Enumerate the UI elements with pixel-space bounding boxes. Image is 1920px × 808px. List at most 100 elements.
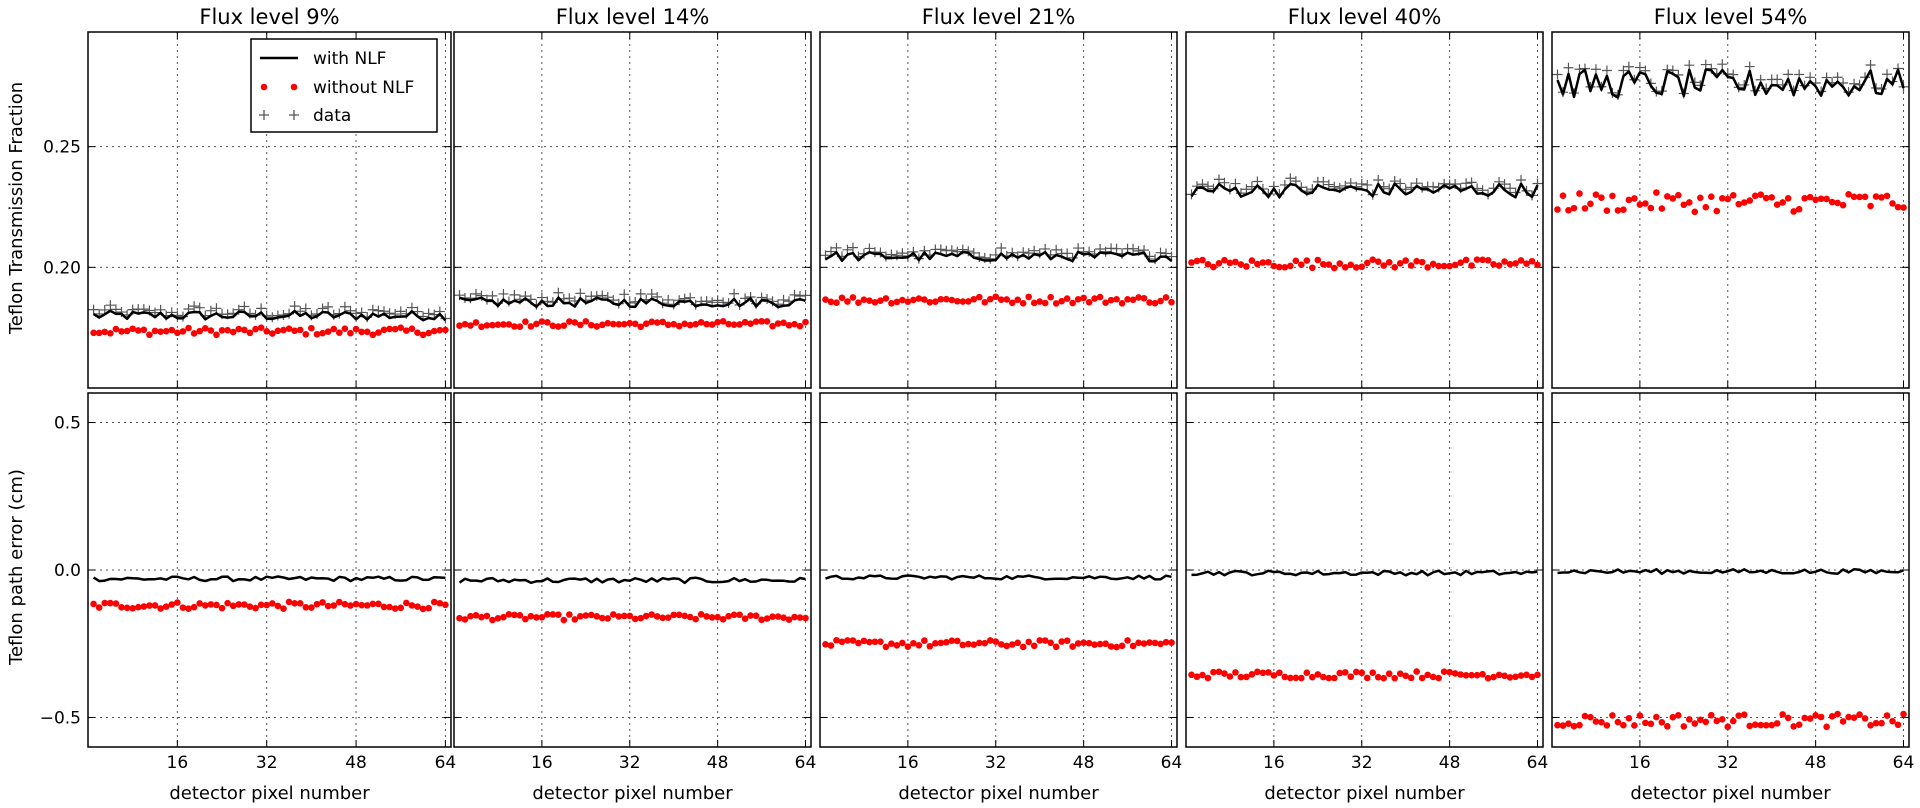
data-point	[1111, 243, 1122, 254]
without-nlf-point	[218, 604, 226, 612]
without-nlf-point	[1669, 713, 1677, 721]
without-nlf-point	[397, 324, 405, 331]
without-nlf-point	[802, 614, 809, 622]
without-nlf-point	[461, 320, 469, 328]
data-point	[1552, 69, 1563, 80]
without-nlf-point	[560, 322, 568, 329]
without-nlf-point	[1369, 256, 1377, 263]
without-nlf-point	[174, 599, 181, 606]
without-nlf-point	[1259, 259, 1267, 266]
without-nlf-point	[975, 293, 983, 301]
without-nlf-point	[467, 612, 474, 620]
without-nlf-point	[1287, 674, 1294, 682]
data-point	[935, 244, 946, 255]
without-nlf-point	[964, 640, 972, 648]
without-nlf-point	[461, 616, 469, 623]
without-nlf-point	[763, 318, 771, 325]
without-nlf-point	[1614, 207, 1622, 214]
without-nlf-point	[1592, 718, 1600, 725]
without-nlf-point	[1069, 299, 1076, 307]
without-nlf-point	[1226, 673, 1234, 680]
x-tick-label: 64	[1527, 753, 1549, 773]
y-tick-label: 0.0	[54, 561, 81, 581]
without-nlf-point	[719, 318, 727, 325]
without-nlf-point	[1303, 669, 1311, 677]
without-nlf-point	[620, 612, 628, 620]
without-nlf-point	[774, 613, 782, 620]
without-nlf-point	[1517, 672, 1525, 679]
without-nlf-point	[1664, 193, 1671, 200]
without-nlf-point	[363, 602, 371, 609]
without-nlf-point	[827, 642, 835, 649]
without-nlf-point	[179, 604, 187, 611]
without-nlf-point	[1063, 637, 1071, 644]
without-nlf-point	[664, 321, 672, 329]
without-nlf-point	[90, 600, 97, 608]
without-nlf-point	[780, 614, 787, 621]
without-nlf-point	[1320, 260, 1327, 268]
without-nlf-point	[302, 330, 310, 338]
without-nlf-point	[642, 320, 650, 327]
without-nlf-point	[1534, 261, 1541, 269]
without-nlf-point	[653, 613, 661, 620]
without-nlf-point	[1418, 674, 1426, 682]
without-nlf-point	[681, 612, 688, 620]
legend-plus-marker	[259, 110, 299, 120]
without-nlf-point	[1254, 668, 1261, 676]
without-nlf-point	[1559, 192, 1567, 199]
without-nlf-point	[1735, 712, 1743, 719]
without-nlf-point	[747, 612, 754, 619]
panel-frame	[1551, 31, 1910, 389]
without-nlf-point	[274, 327, 282, 335]
without-nlf-point	[959, 641, 967, 649]
panel-frame	[1551, 392, 1910, 748]
without-nlf-point	[1058, 297, 1065, 305]
without-nlf-point	[1523, 260, 1530, 267]
without-nlf-point	[747, 320, 754, 328]
without-nlf-point	[1162, 638, 1170, 646]
without-nlf-point	[1276, 669, 1283, 677]
without-nlf-point	[1801, 714, 1808, 722]
without-nlf-point	[943, 638, 950, 646]
without-nlf-point	[703, 613, 710, 620]
data-point	[211, 303, 222, 314]
without-nlf-point	[791, 613, 798, 621]
without-nlf-point	[1779, 199, 1786, 206]
without-nlf-point	[414, 329, 421, 336]
without-nlf-point	[246, 603, 254, 610]
without-nlf-point	[1636, 712, 1644, 719]
without-nlf-point	[1861, 715, 1869, 722]
data-point	[646, 289, 657, 300]
x-tick-label: 64	[1161, 753, 1183, 773]
without-nlf-point	[1014, 296, 1022, 304]
without-nlf-point	[1587, 713, 1594, 721]
without-nlf-point	[1473, 671, 1481, 679]
without-nlf-point	[213, 601, 220, 609]
without-nlf-point	[1248, 257, 1256, 264]
without-nlf-point	[1320, 673, 1327, 681]
without-nlf-point	[1265, 669, 1272, 676]
without-nlf-point	[555, 323, 562, 330]
without-nlf-point	[1232, 669, 1239, 676]
x-tick-label: 16	[1629, 753, 1651, 773]
without-nlf-point	[1603, 722, 1611, 729]
without-nlf-point	[1576, 721, 1583, 729]
x-tick-label: 32	[1717, 753, 1739, 773]
without-nlf-point	[1380, 262, 1388, 269]
without-nlf-point	[1287, 262, 1294, 270]
without-nlf-point	[1570, 722, 1578, 730]
with-nlf-line	[92, 309, 447, 322]
without-nlf-point	[1363, 259, 1371, 267]
without-nlf-point	[981, 639, 989, 647]
without-nlf-point	[860, 637, 868, 645]
without-nlf-point	[1856, 193, 1863, 201]
panel-frame	[453, 31, 812, 389]
without-nlf-point	[511, 611, 518, 619]
without-nlf-point	[319, 329, 326, 337]
x-axis-label: detector pixel number	[169, 783, 370, 804]
without-nlf-point	[229, 328, 237, 336]
without-nlf-point	[330, 325, 338, 333]
without-nlf-point	[1707, 193, 1715, 200]
without-nlf-point	[959, 298, 967, 305]
without-nlf-point	[380, 326, 388, 334]
